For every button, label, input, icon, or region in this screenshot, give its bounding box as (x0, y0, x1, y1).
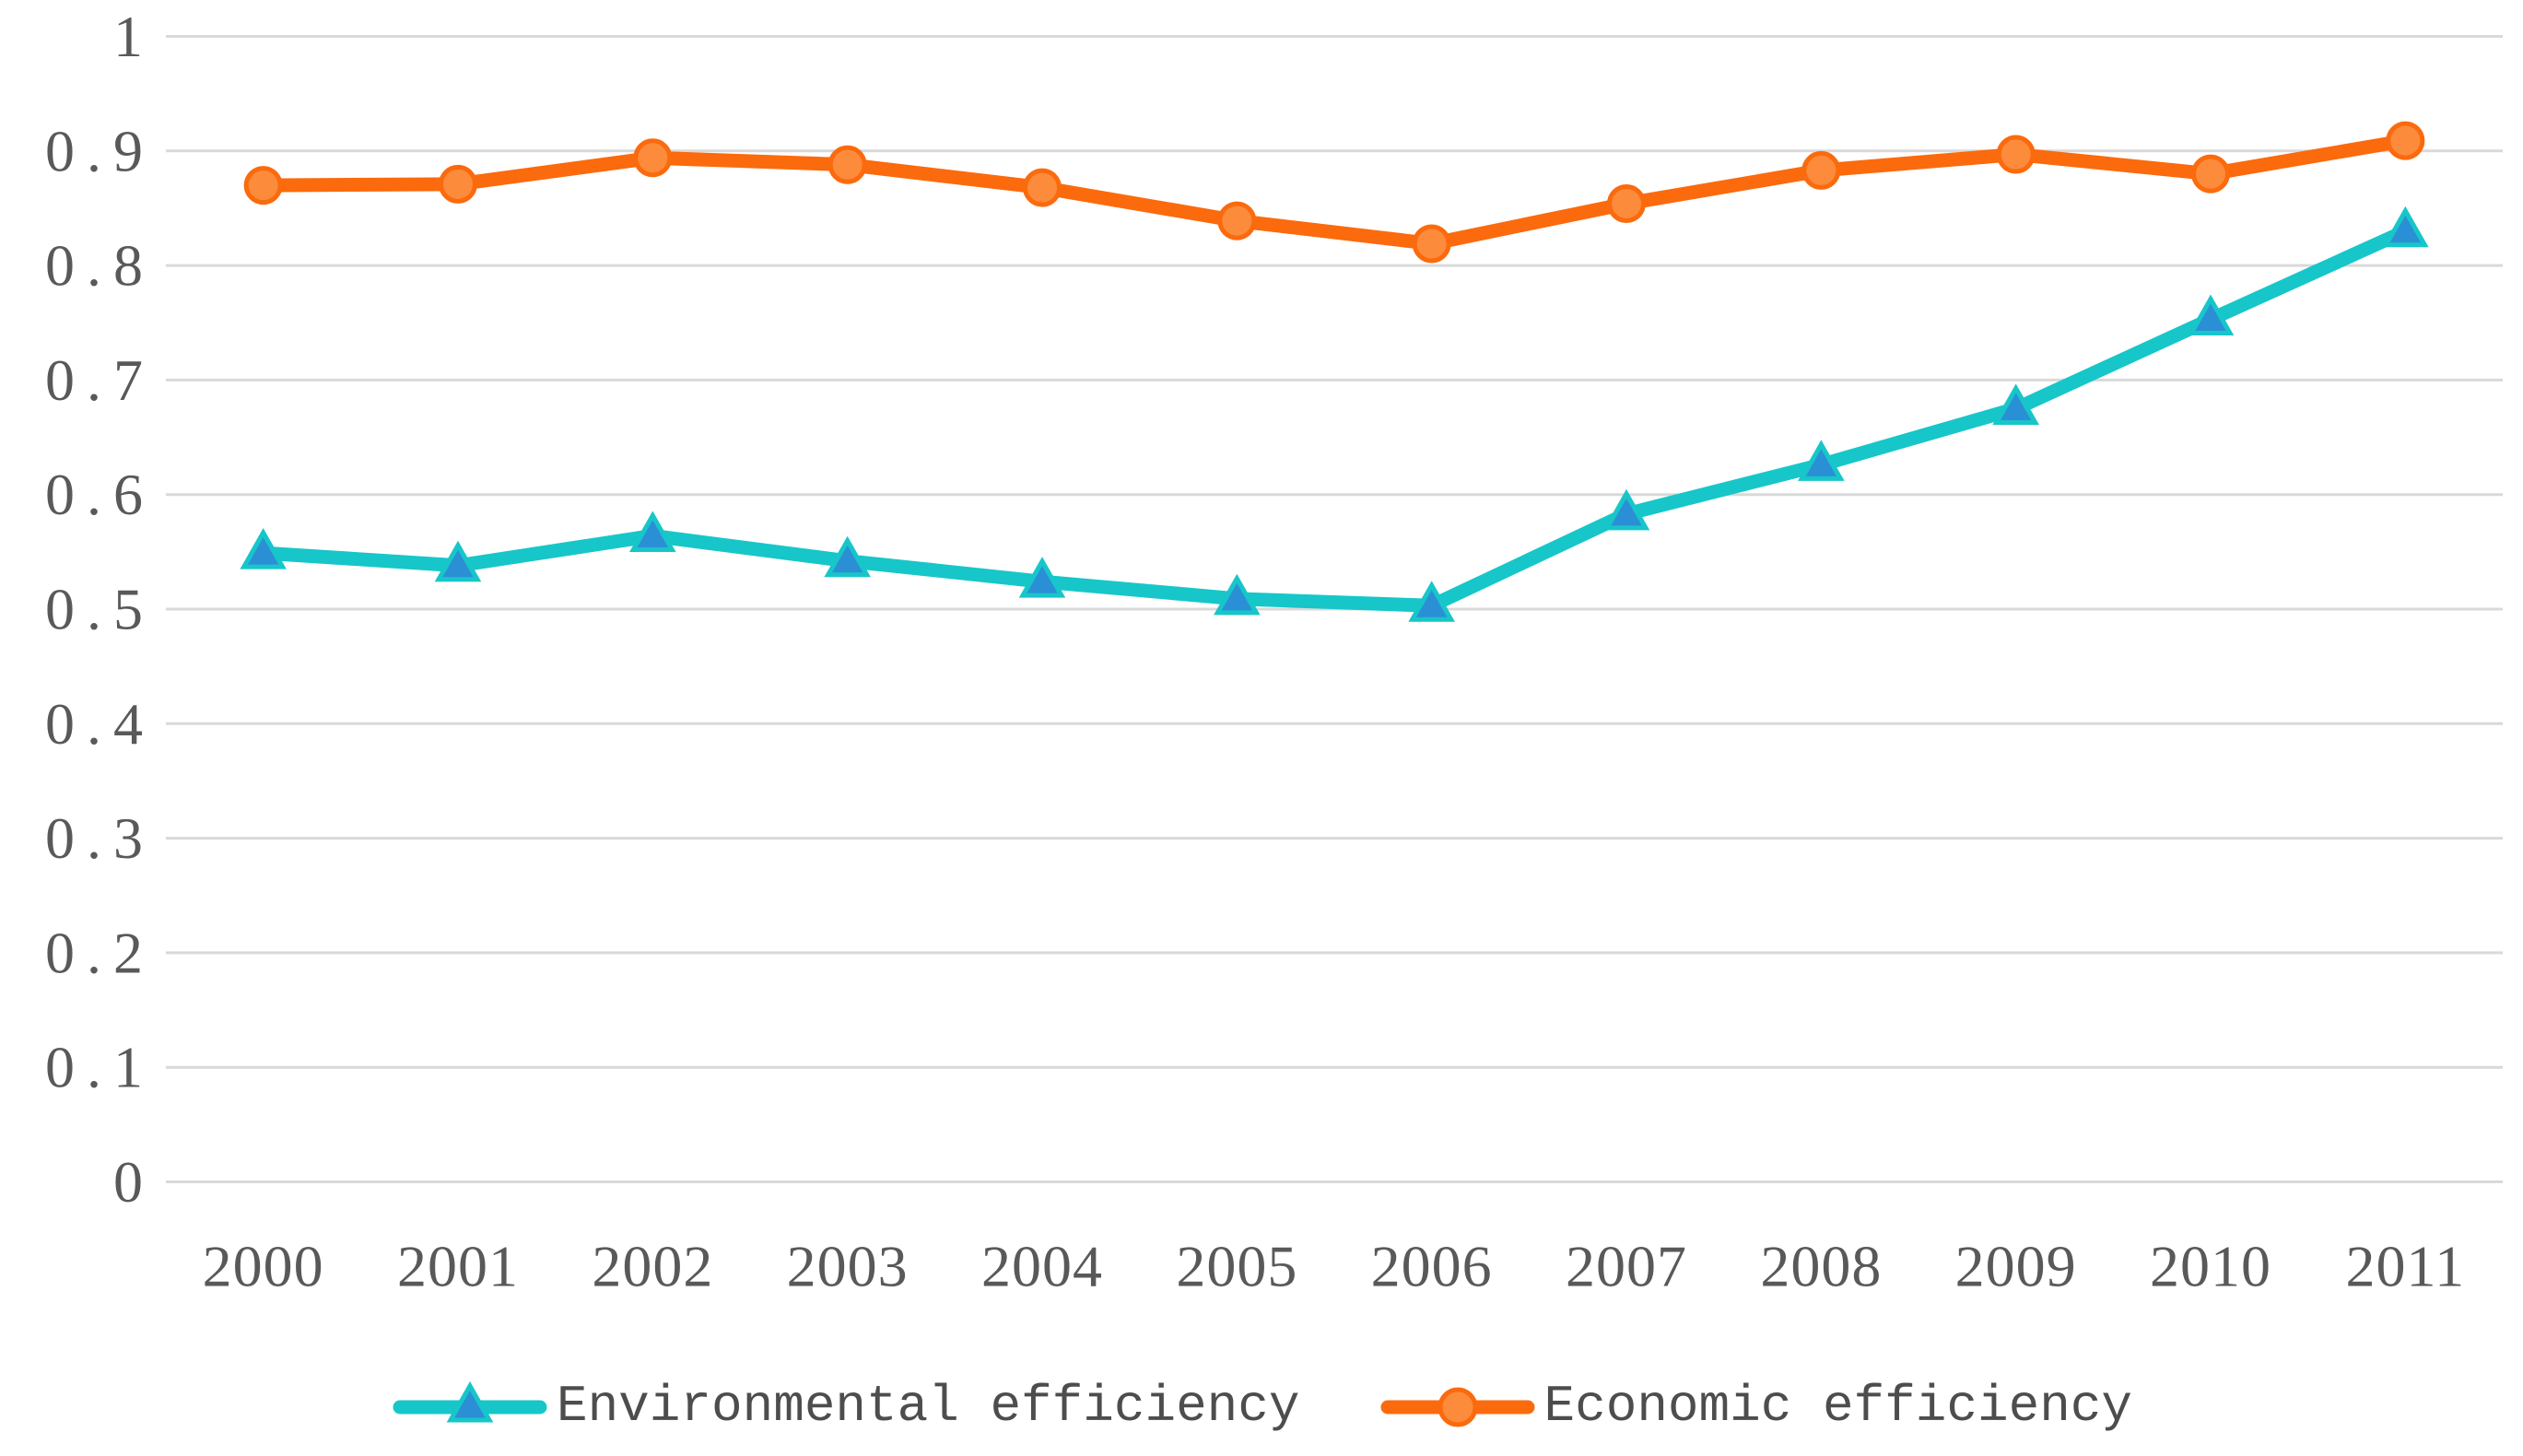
economic-efficiency-swatch-icon (1380, 1387, 1534, 1427)
x-axis-tick-label: 2009 (1955, 1234, 2077, 1299)
y-axis-tick-label: 0.8 (45, 233, 155, 299)
environmental-efficiency-point-2005 (1214, 573, 1261, 616)
economic-efficiency-point-2000 (243, 166, 283, 205)
economic-efficiency-point-2006 (1412, 224, 1451, 264)
environmental-efficiency-point-2011 (2382, 205, 2429, 248)
economic-efficiency-line (256, 134, 2412, 251)
x-axis-tick-label: 2001 (397, 1234, 519, 1299)
economic-efficiency-point-2009 (1996, 135, 2036, 174)
series-economic-efficiency (243, 121, 2425, 264)
y-axis-tick-labels: 0 0.1 0.2 0.3 0.4 0.5 0.6 0.7 0.8 0.9 1 (45, 4, 155, 1215)
environmental-efficiency-point-2001 (434, 540, 482, 582)
y-axis-tick-label: 0.3 (45, 805, 155, 871)
economic-efficiency-point-2002 (633, 138, 673, 178)
economic-efficiency-point-2011 (2386, 121, 2425, 160)
y-axis-tick-label: 0.5 (45, 577, 155, 642)
x-axis-tick-label: 2002 (592, 1234, 713, 1299)
economic-efficiency-point-2004 (1023, 168, 1062, 207)
y-axis-tick-label: 0 (113, 1149, 155, 1215)
y-axis-tick-label: 0.1 (45, 1035, 155, 1100)
legend-label-economic-efficiency: Economic efficiency (1543, 1377, 2133, 1436)
environmental-efficiency-point-2009 (1992, 383, 2039, 425)
economic-efficiency-point-2010 (2191, 154, 2230, 194)
environmental-efficiency-point-2007 (1602, 488, 1650, 531)
environmental-efficiency-point-2000 (240, 528, 287, 569)
y-axis-tick-label: 0.7 (45, 347, 155, 413)
environmental-efficiency-point-2003 (824, 535, 871, 578)
environmental-efficiency-point-2008 (1798, 440, 1845, 481)
y-axis-tick-label: 0.2 (45, 920, 155, 985)
y-axis-tick-label: 1 (113, 4, 155, 69)
x-axis-tick-label: 2011 (2346, 1234, 2466, 1299)
economic-efficiency-point-2008 (1801, 150, 1841, 190)
x-axis-tick-label: 2007 (1566, 1234, 1687, 1299)
environmental-efficiency-line (256, 224, 2412, 613)
x-axis-tick-labels: 2000 2001 2002 2003 2004 2005 2006 2007 2008 2009… (203, 1234, 2466, 1299)
chart-legend: Environmental efficiency Economic effici… (0, 1362, 2523, 1450)
x-axis-tick-label: 2004 (981, 1234, 1103, 1299)
y-axis-tick-label: 0.9 (45, 118, 155, 183)
economic-efficiency-point-2001 (439, 164, 477, 204)
x-axis-tick-label: 2000 (203, 1234, 324, 1299)
environmental-efficiency-point-2002 (629, 511, 676, 552)
y-axis-tick-label: 0.6 (45, 462, 155, 527)
environmental-efficiency-swatch-icon (393, 1380, 547, 1423)
legend-label-environmental-efficiency: Environmental efficiency (556, 1377, 1300, 1436)
environmental-efficiency-point-2006 (1408, 581, 1455, 622)
x-axis-tick-label: 2006 (1371, 1234, 1493, 1299)
environmental-efficiency-point-2010 (2187, 294, 2235, 336)
legend-item-economic-efficiency: Economic efficiency (1379, 1376, 2133, 1437)
y-axis-tick-label: 0.4 (45, 691, 155, 757)
x-axis-tick-label: 2010 (2150, 1234, 2271, 1299)
x-axis-tick-label: 2008 (1760, 1234, 1882, 1299)
environmental-efficiency-point-2004 (1018, 557, 1066, 598)
x-axis-tick-label: 2005 (1176, 1234, 1297, 1299)
economic-efficiency-point-2007 (1607, 183, 1646, 223)
series-environmental-efficiency (240, 205, 2429, 622)
economic-efficiency-point-2003 (827, 145, 867, 184)
legend-item-environmental-efficiency: Environmental efficiency (391, 1376, 1300, 1437)
economic-efficiency-point-2005 (1217, 201, 1257, 241)
x-axis-tick-label: 2003 (787, 1234, 909, 1299)
